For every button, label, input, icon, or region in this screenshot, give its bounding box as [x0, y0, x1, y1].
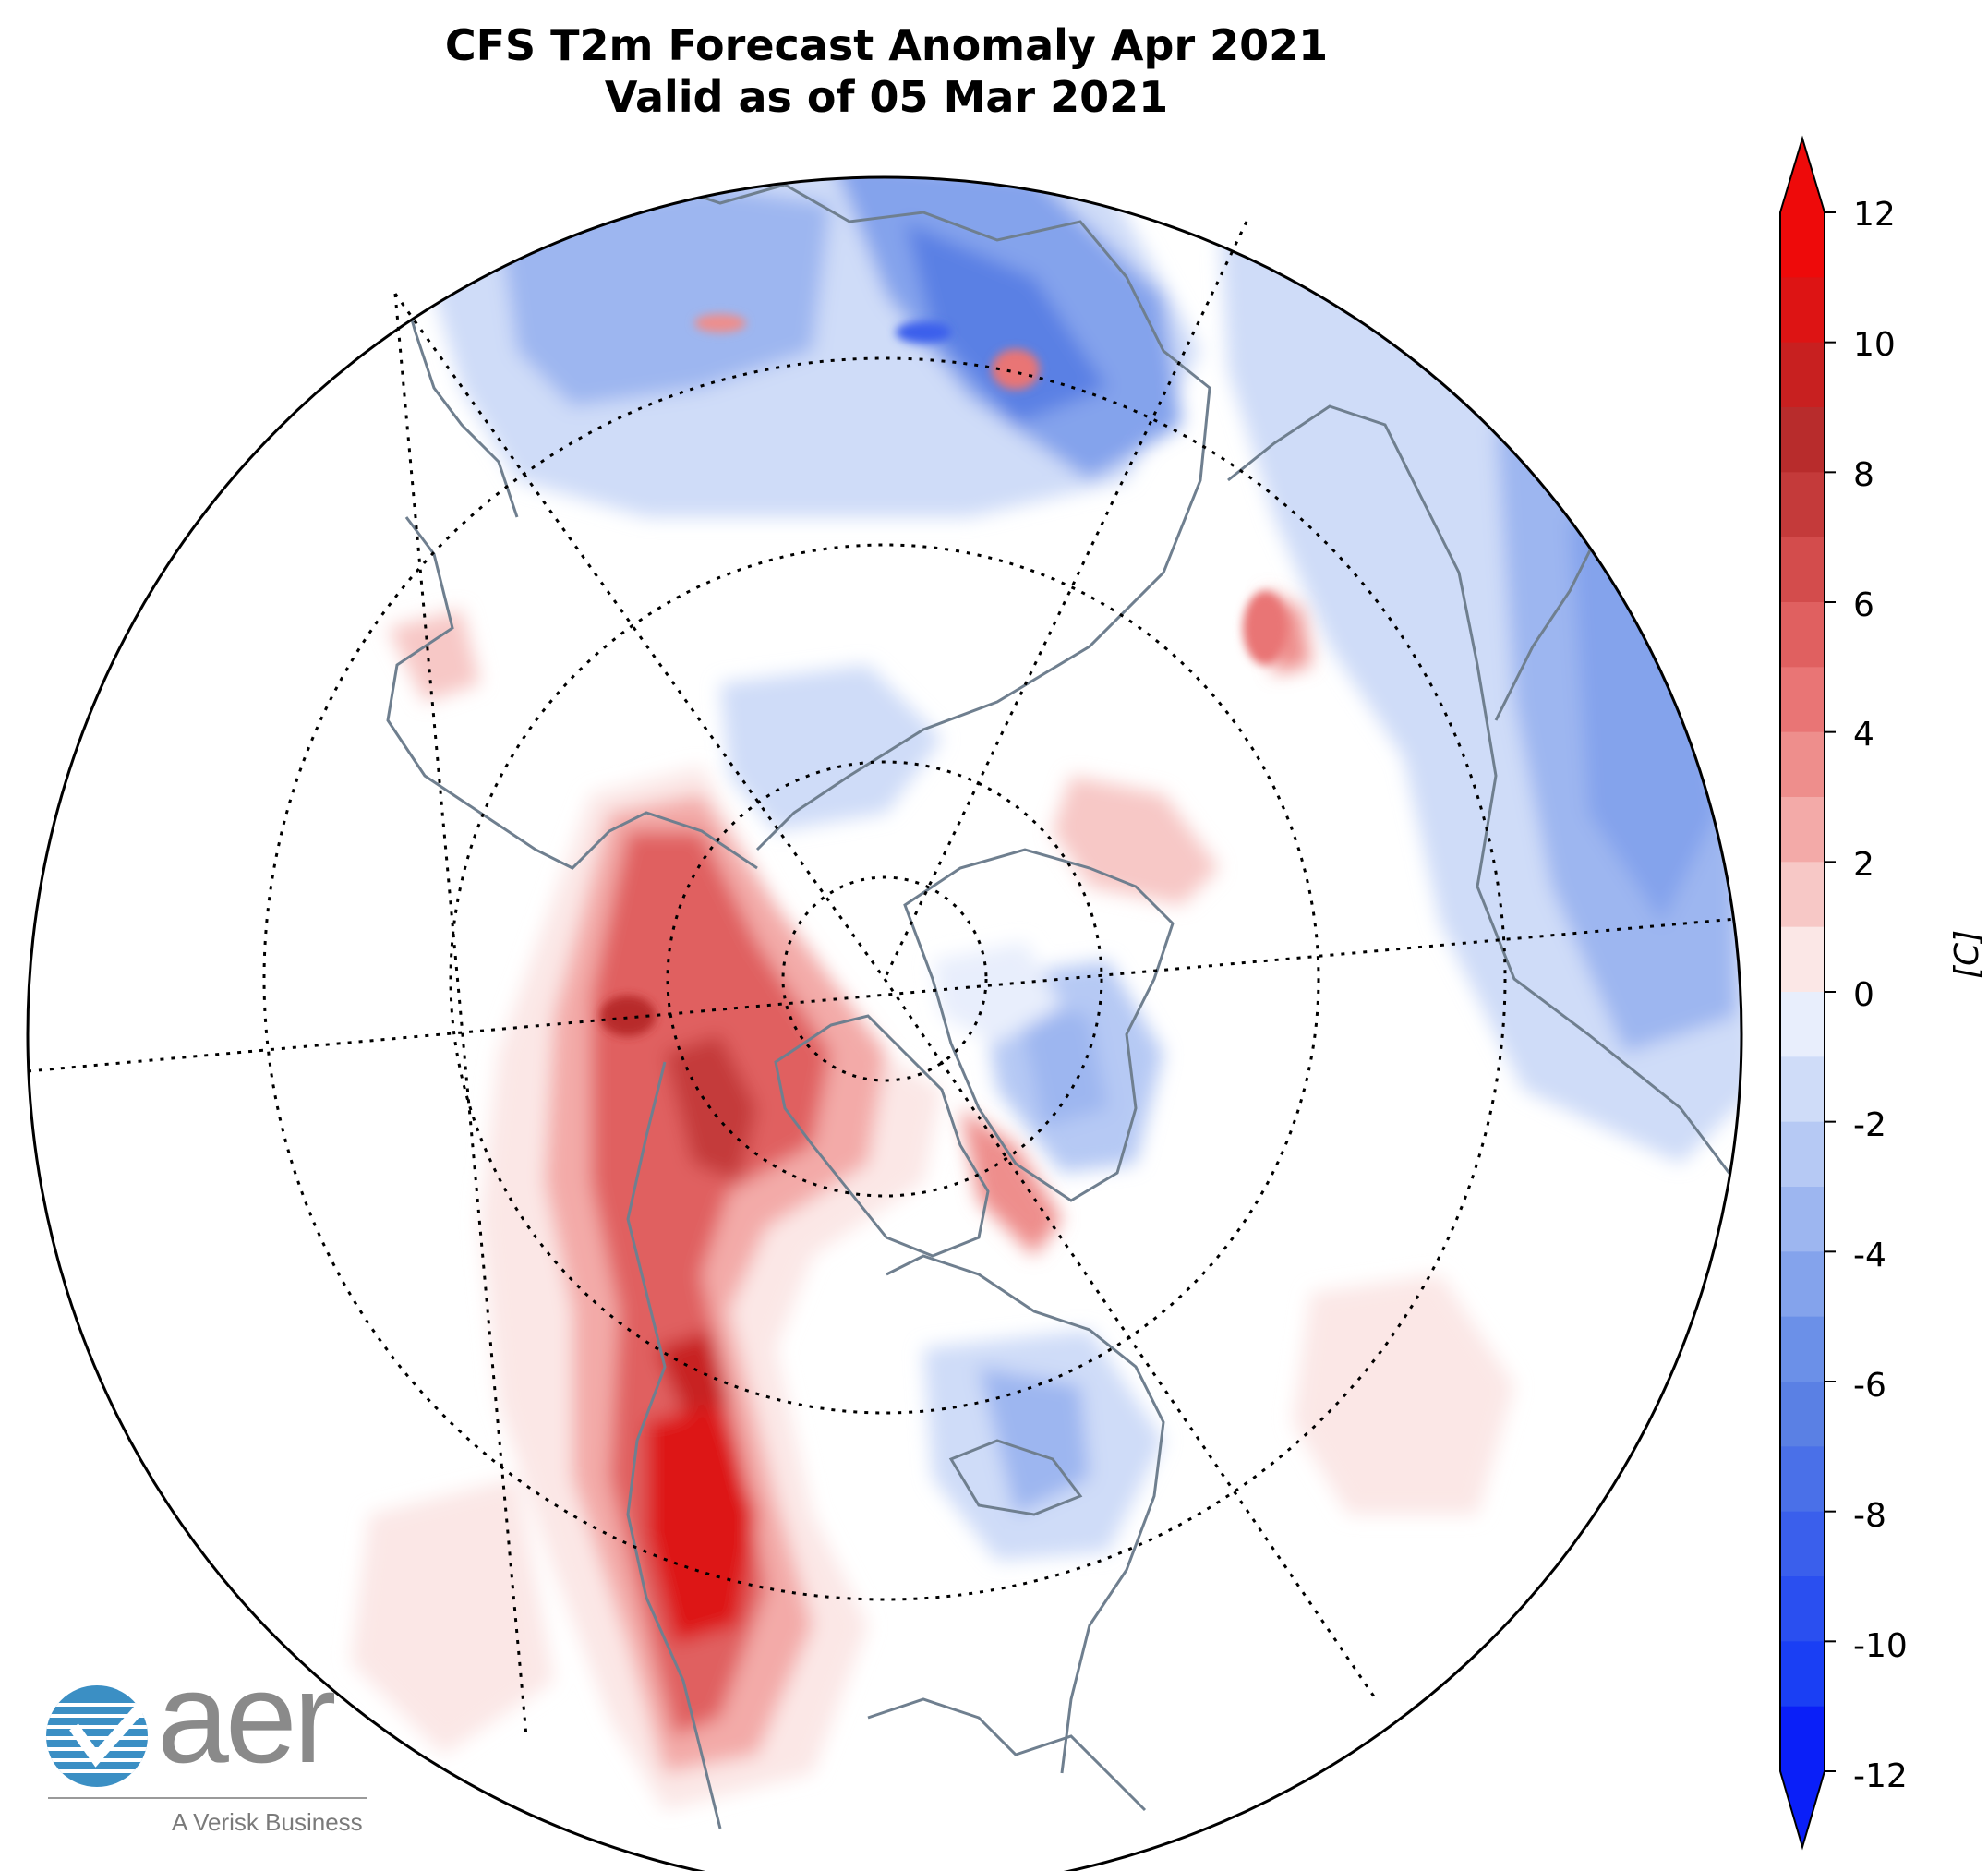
map-boundary [26, 175, 1743, 1871]
colorbar-extend-max [1780, 139, 1825, 212]
colorbar-cell [1780, 797, 1825, 863]
logo-wordmark: aer [157, 1645, 336, 1790]
colorbar-cell [1780, 1251, 1825, 1318]
colorbar-cell [1780, 1706, 1825, 1772]
colorbar-tick-label: -12 [1853, 1757, 1908, 1795]
colorbar-cell [1780, 472, 1825, 538]
colorbar-cell [1780, 731, 1825, 798]
colorbar-cell [1780, 1641, 1825, 1708]
cold-anomaly-regions [397, 177, 1741, 1561]
colorbar-cell [1780, 277, 1825, 344]
small-scale-anomalies [600, 314, 1287, 1036]
colorbar-cell [1780, 926, 1825, 993]
chart-title-line2: Valid as of 05 Mar 2021 [604, 72, 1169, 122]
colorbar-tick-label: -4 [1853, 1237, 1886, 1274]
colorbar-tick-marks [1825, 211, 1836, 1772]
colorbar-cell [1780, 212, 1825, 278]
colorbar-tick-label: -10 [1853, 1627, 1908, 1665]
colorbar-cell [1780, 1382, 1825, 1447]
coastlines [386, 183, 1738, 1829]
colorbar-tick-label: -6 [1853, 1367, 1886, 1405]
colorbar-tick-label: 2 [1853, 846, 1874, 884]
colorbar-cell [1780, 602, 1825, 668]
colorbar-cell [1780, 1446, 1825, 1513]
colorbar-tick-label: 10 [1853, 326, 1896, 364]
logo-tagline: A Verisk Business [172, 1808, 363, 1836]
colorbar-cell [1780, 667, 1825, 733]
chart-title-line1: CFS T2m Forecast Anomaly Apr 2021 [444, 20, 1329, 70]
colorbar-tick-label: -2 [1853, 1106, 1886, 1144]
colorbar-cell [1780, 862, 1825, 928]
colorbar-tick-label: 8 [1853, 456, 1874, 494]
colorbar-tick-label: 0 [1853, 976, 1874, 1014]
colorbar-cell [1780, 1187, 1825, 1252]
colorbar-tick-label: 6 [1853, 586, 1874, 624]
colorbar-cell [1780, 1511, 1825, 1577]
colorbar-tick-label: 12 [1853, 196, 1896, 234]
colorbar-extend-min [1780, 1771, 1825, 1847]
colorbar-tick-label: -8 [1853, 1497, 1886, 1535]
colorbar-cell [1780, 1316, 1825, 1382]
colorbar-cell [1780, 342, 1825, 408]
logo-divider [48, 1797, 367, 1799]
colorbar-cell [1780, 1576, 1825, 1642]
colorbar-cell [1780, 407, 1825, 473]
colorbar-tick-label: 4 [1853, 716, 1874, 754]
colorbar-cells [1780, 139, 1825, 1847]
graticule [27, 221, 1737, 1737]
colorbar-cell [1780, 992, 1825, 1057]
colorbar-cell [1780, 1056, 1825, 1123]
colorbar-cell [1780, 1121, 1825, 1188]
colorbar-cell [1780, 537, 1825, 603]
